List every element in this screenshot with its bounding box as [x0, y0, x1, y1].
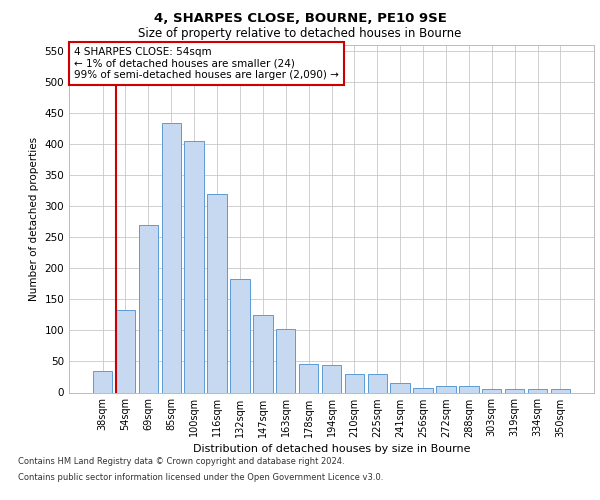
Bar: [459, 386, 479, 392]
X-axis label: Distribution of detached houses by size in Bourne: Distribution of detached houses by size …: [193, 444, 470, 454]
Text: Size of property relative to detached houses in Bourne: Size of property relative to detached ho…: [139, 28, 461, 40]
Bar: [161, 122, 181, 392]
Bar: [344, 374, 364, 392]
Bar: [482, 390, 502, 392]
Bar: [413, 388, 433, 392]
Bar: [139, 225, 158, 392]
Bar: [391, 382, 410, 392]
Bar: [230, 279, 250, 392]
Bar: [322, 364, 341, 392]
Bar: [528, 389, 547, 392]
Bar: [208, 194, 227, 392]
Text: 4, SHARPES CLOSE, BOURNE, PE10 9SE: 4, SHARPES CLOSE, BOURNE, PE10 9SE: [154, 12, 446, 26]
Bar: [184, 141, 204, 393]
Text: Contains public sector information licensed under the Open Government Licence v3: Contains public sector information licen…: [18, 472, 383, 482]
Bar: [436, 386, 455, 392]
Bar: [505, 390, 524, 392]
Bar: [276, 328, 295, 392]
Y-axis label: Number of detached properties: Number of detached properties: [29, 136, 39, 301]
Bar: [116, 310, 135, 392]
Bar: [299, 364, 319, 392]
Text: Contains HM Land Registry data © Crown copyright and database right 2024.: Contains HM Land Registry data © Crown c…: [18, 458, 344, 466]
Bar: [551, 390, 570, 392]
Bar: [93, 371, 112, 392]
Bar: [253, 315, 272, 392]
Text: 4 SHARPES CLOSE: 54sqm
← 1% of detached houses are smaller (24)
99% of semi-deta: 4 SHARPES CLOSE: 54sqm ← 1% of detached …: [74, 46, 339, 80]
Bar: [368, 374, 387, 392]
